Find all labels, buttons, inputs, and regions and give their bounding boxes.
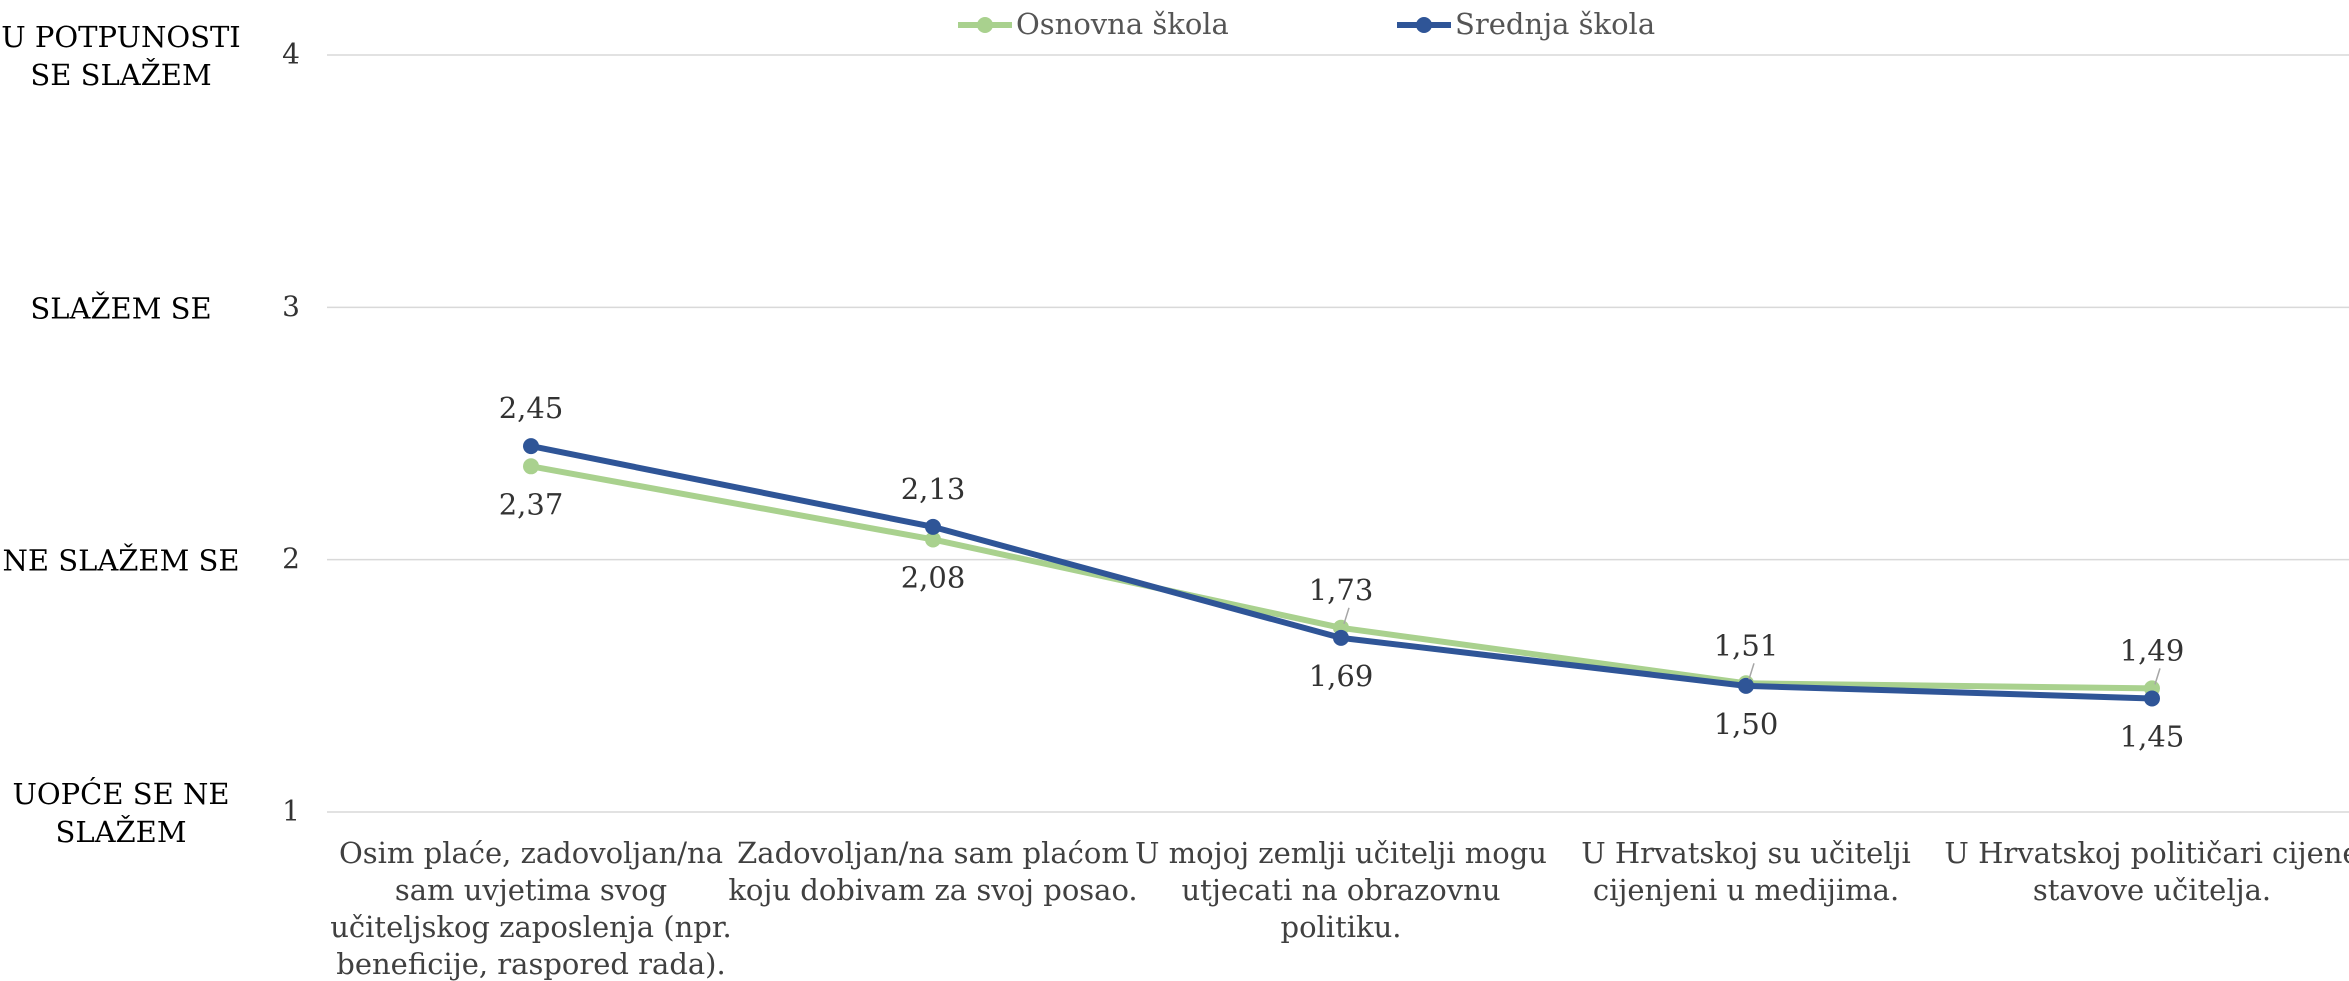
y-axis-ticks: 1 2 3 4 (282, 38, 300, 828)
data-label: 1,73 (1309, 573, 1374, 607)
category-label-line: sam uvjetima svog (395, 873, 667, 907)
category-label-line: U Hrvatskoj političari cijene (1944, 836, 2349, 870)
data-label: 2,08 (901, 560, 966, 594)
series-lines (523, 438, 2160, 707)
data-point (1333, 629, 1349, 646)
y-tick-label: 2 (282, 542, 300, 575)
category-label-line: stavove učitelja. (2033, 873, 2271, 907)
data-label: 2,13 (901, 472, 966, 506)
data-label: 2,45 (499, 391, 564, 425)
data-point (1738, 677, 1754, 694)
legend: Osnovna škola Srednja škola (958, 7, 1655, 41)
data-label: 1,45 (2120, 719, 2185, 753)
scale-label-line: NE SLAŽEM SE (2, 543, 239, 578)
label-leader (2154, 668, 2161, 685)
category-label-line: Osim plaće, zadovoljan/na (339, 836, 723, 870)
data-labels: 2,45 2,37 2,13 2,08 1,73 1,69 1,51 1,50 1,49 1,45 (499, 391, 2185, 753)
legend-label: Srednja škola (1455, 7, 1655, 41)
category-label-line: cijenjeni u medijima. (1593, 873, 1899, 907)
label-leader (1343, 607, 1350, 625)
data-label: 1,49 (2120, 633, 2185, 667)
scale-label-line: SLAŽEM (55, 814, 186, 849)
data-label: 2,37 (499, 487, 564, 521)
scale-label-line: UOPĆE SE NE (12, 776, 229, 811)
category-label-line: U mojoj zemlji učitelji mogu (1135, 836, 1547, 870)
data-point (925, 518, 941, 535)
category-label-line: U Hrvatskoj su učitelji (1581, 836, 1911, 870)
legend-label: Osnovna škola (1016, 7, 1229, 41)
data-label: 1,69 (1309, 659, 1374, 693)
data-point (523, 458, 539, 475)
legend-swatch-marker (977, 17, 993, 33)
y-tick-label: 4 (282, 38, 300, 71)
category-label-line: utjecati na obrazovnu (1182, 873, 1501, 907)
data-label: 1,51 (1714, 628, 1779, 662)
y-tick-label: 3 (282, 290, 300, 323)
scale-label-line: SLAŽEM SE (30, 290, 211, 325)
scale-label: NE SLAŽEM SE (2, 543, 239, 578)
legend-item: Osnovna škola (958, 7, 1229, 41)
category-label-line: Zadovoljan/na sam plaćom (737, 836, 1129, 870)
category-label-line: učiteljskog zaposlenja (npr. (330, 910, 732, 944)
category-label-line: beneficije, raspored rada). (336, 947, 725, 981)
data-label: 1,50 (1714, 707, 1779, 741)
scale-label-line: SE SLAŽEM (30, 57, 211, 92)
scale-label: SLAŽEM SE (30, 290, 211, 325)
label-leader (1748, 663, 1755, 680)
y-tick-label: 1 (282, 795, 300, 828)
legend-swatch-marker (1416, 17, 1432, 33)
legend-item: Srednja škola (1397, 7, 1655, 41)
data-point (2144, 690, 2160, 707)
data-point (523, 438, 539, 455)
scale-label-line: U POTPUNOSTI (1, 20, 241, 54)
category-label-line: politiku. (1281, 910, 1402, 944)
data-point (925, 531, 941, 548)
gridlines (327, 54, 2349, 813)
category-label-line: koju dobivam za svoj posao. (728, 873, 1137, 907)
